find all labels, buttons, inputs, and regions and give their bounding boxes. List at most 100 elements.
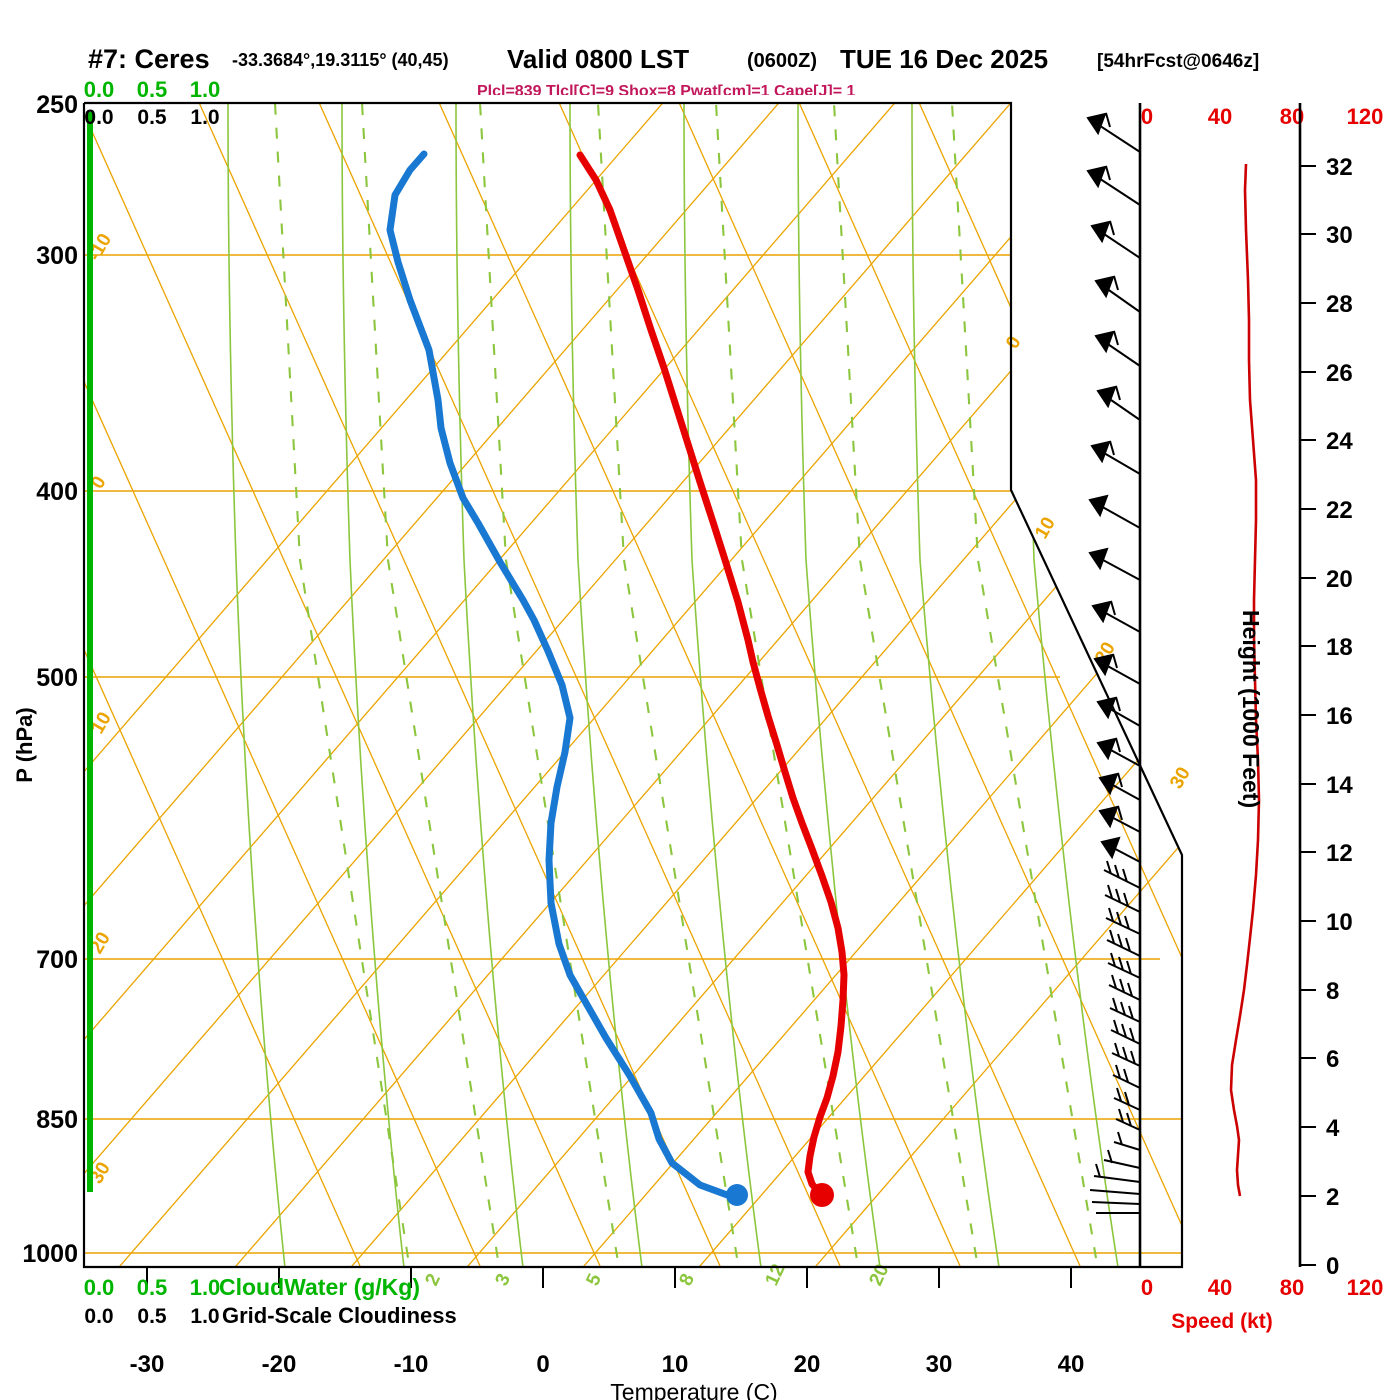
isotherm-lines (84, 103, 1182, 1267)
speed-bot-tick-40: 40 (1208, 1275, 1232, 1300)
mixing-ratio-labels: 2 3 5 8 12 20 (421, 1261, 893, 1289)
cw-bot-tick-1: 0.5 (137, 1275, 168, 1300)
wind-barb (1096, 696, 1141, 727)
wind-barb (1094, 275, 1141, 313)
mixing-ratio-label-4: 12 (761, 1261, 789, 1289)
height-tick-4: 4 (1326, 1115, 1340, 1142)
wind-barb (1108, 974, 1141, 1001)
surface-temperature-marker (810, 1183, 834, 1207)
temp-tick-30: 30 (926, 1351, 953, 1378)
surface-dewpoint-marker (726, 1184, 748, 1206)
height-tick-12: 12 (1326, 840, 1353, 867)
wind-barb (1098, 805, 1141, 833)
pressure-tick-850: 850 (36, 1106, 78, 1134)
height-tick-24: 24 (1326, 428, 1353, 455)
height-tick-16: 16 (1326, 703, 1353, 730)
wind-barb (1094, 330, 1141, 367)
speed-bot-tick-0: 0 (1141, 1275, 1153, 1300)
station-coords: -33.3684°,19.3115° (40,45) (232, 50, 449, 70)
wind-barb (1109, 997, 1141, 1023)
temp-tick-40: 40 (1058, 1351, 1085, 1378)
wind-barb (1104, 884, 1141, 913)
mixing-ratio-label-1: 3 (491, 1271, 515, 1289)
wind-barb (1115, 1108, 1141, 1131)
cw-top-tick-0: 0.0 (84, 77, 115, 102)
height-tick-8: 8 (1326, 978, 1339, 1005)
temp-tick--30: -30 (130, 1351, 165, 1378)
mixing-ratio-label-5: 20 (865, 1261, 893, 1289)
wind-barb (1088, 494, 1141, 529)
wind-barb (1112, 1064, 1141, 1089)
header-block: #7: Ceres -33.3684°,19.3115° (40,45) Val… (0, 0, 1400, 95)
height-tick-30: 30 (1326, 222, 1353, 249)
height-tick-28: 28 (1326, 291, 1353, 318)
gc-bot-tick-1: 0.5 (137, 1305, 167, 1328)
cw-top-tick-2: 1.0 (190, 77, 221, 102)
station-title: #7: Ceres (88, 44, 210, 74)
pressure-tick-400: 400 (36, 478, 78, 506)
wind-barb (1088, 547, 1141, 581)
wind-barb (1096, 385, 1141, 421)
height-tick-0: 0 (1326, 1253, 1339, 1280)
gc-top-tick-0: 0.0 (84, 106, 113, 129)
wind-barb (1089, 1189, 1141, 1195)
wind-barb (1100, 836, 1141, 863)
wind-barb (1111, 1042, 1141, 1067)
wind-barb (1091, 1201, 1141, 1205)
height-tick-22: 22 (1326, 497, 1353, 524)
valid-time-utc: (0600Z) (747, 50, 817, 72)
wind-barb (1096, 737, 1141, 767)
wind-barb (1110, 1019, 1141, 1045)
pressure-tick-1000: 1000 (22, 1240, 78, 1268)
speed-scale-bottom: 0 40 80 120 Speed (kt) (1141, 1275, 1383, 1333)
height-axis-ticks (1300, 165, 1316, 1266)
cw-bot-tick-2: 1.0 (190, 1275, 221, 1300)
wind-barbs-group (1086, 112, 1141, 1214)
mixing-ratio-label-2: 5 (582, 1270, 606, 1289)
pressure-axis-ticks: 250 300 400 500 700 850 1000 P (hPa) (12, 91, 78, 1268)
skewt-background-grid (84, 103, 1182, 1267)
mixing-ratio-label-0: 2 (421, 1271, 445, 1289)
forecast-stamp: [54hrFcst@0646z] (1097, 51, 1259, 72)
wind-barb (1106, 929, 1141, 957)
moist-adiabat-lines (227, 103, 1141, 1267)
speed-axis-label: Speed (kt) (1171, 1310, 1273, 1333)
moist-adiabat-label-0: 0 (1002, 333, 1025, 353)
temperature-trace (576, 151, 848, 1198)
temp-tick-10: 10 (662, 1351, 689, 1378)
wind-barb (1091, 600, 1141, 633)
temp-tick--10: -10 (394, 1351, 429, 1378)
pressure-tick-300: 300 (36, 242, 78, 270)
height-tick-26: 26 (1326, 360, 1353, 387)
cloudwater-axis-label: CloudWater (g/Kg) (219, 1274, 420, 1300)
mixing-ratio-label-3: 8 (675, 1271, 699, 1289)
wind-barb (1086, 165, 1141, 206)
height-tick-20: 20 (1326, 566, 1353, 593)
cw-bot-tick-0: 0.0 (84, 1275, 115, 1300)
plot-frame (82, 101, 1184, 1269)
wind-barb (1113, 1087, 1141, 1111)
dewpoint-trace (386, 150, 734, 1200)
wind-barb (1113, 1131, 1141, 1151)
dry-adiabat-lines (84, 103, 1182, 1267)
height-tick-2: 2 (1326, 1184, 1339, 1211)
cloudwater-scale-bottom: 0.0 0.5 1.0 CloudWater (g/Kg) 0.0 0.5 1.… (84, 1274, 457, 1328)
temperature-axis-label: Temperature (C) (610, 1379, 777, 1400)
temp-tick--20: -20 (262, 1351, 297, 1378)
valid-time: Valid 0800 LST (507, 44, 689, 74)
height-tick-32: 32 (1326, 154, 1353, 181)
speed-top-tick-120: 120 (1347, 104, 1384, 129)
height-tick-18: 18 (1326, 634, 1353, 661)
temperature-axis: -30 -20 -10 0 10 20 30 40 Temperature (C… (130, 1267, 1085, 1400)
moist-adiabat-label-1: 10 (1031, 514, 1060, 543)
speed-top-tick-40: 40 (1208, 104, 1232, 129)
temp-tick-0: 0 (536, 1351, 549, 1378)
moist-adiabat-label-3: 30 (1166, 764, 1195, 793)
wind-barb (1090, 440, 1141, 475)
wind-barb (1105, 907, 1141, 935)
gc-top-tick-1: 0.5 (137, 106, 167, 129)
speed-bot-tick-120: 120 (1347, 1275, 1384, 1300)
mixing-ratio-lines (273, 103, 1122, 1267)
